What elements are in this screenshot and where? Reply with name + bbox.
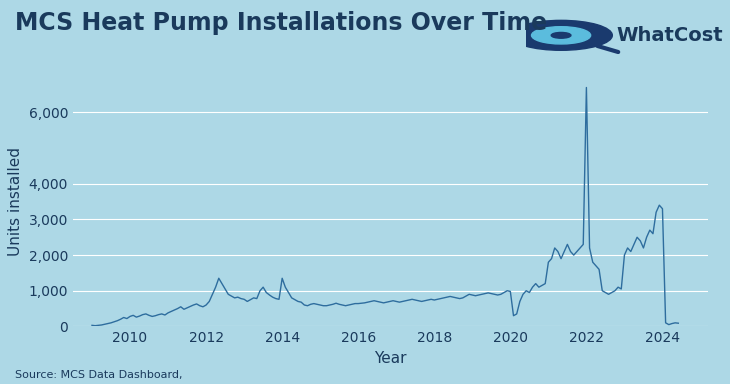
Circle shape: [510, 20, 612, 50]
Circle shape: [531, 27, 591, 44]
Text: Source: MCS Data Dashboard,: Source: MCS Data Dashboard,: [15, 370, 182, 380]
X-axis label: Year: Year: [374, 351, 407, 366]
Y-axis label: Units installed: Units installed: [8, 147, 23, 256]
Circle shape: [551, 33, 571, 38]
Text: MCS Heat Pump Installations Over Time: MCS Heat Pump Installations Over Time: [15, 11, 547, 35]
Text: WhatCost: WhatCost: [616, 26, 723, 45]
